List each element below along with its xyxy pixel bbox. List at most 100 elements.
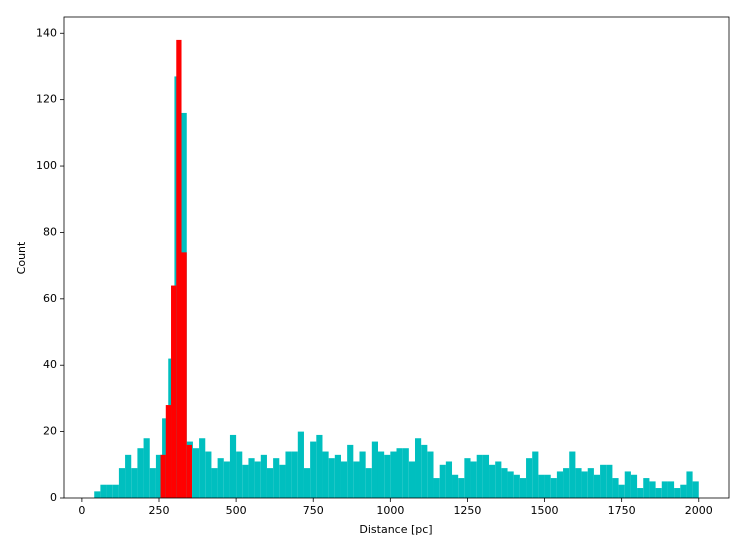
- x-tick-label: 750: [303, 504, 324, 517]
- histogram-bar: [476, 454, 483, 498]
- x-tick-label: 0: [78, 504, 85, 517]
- histogram-bar: [624, 471, 631, 498]
- histogram-bar: [171, 285, 177, 498]
- histogram-bar: [353, 461, 360, 498]
- histogram-bar: [143, 438, 150, 498]
- histogram-bar: [192, 448, 200, 498]
- histogram-bar: [421, 444, 428, 498]
- histogram-bar: [279, 464, 286, 498]
- histogram-bar: [131, 468, 138, 498]
- histogram-bar: [569, 451, 576, 498]
- x-tick-label: 2000: [685, 504, 713, 517]
- x-tick-label: 1000: [376, 504, 404, 517]
- histogram-bar: [112, 484, 119, 498]
- y-tick-label: 140: [36, 26, 57, 39]
- histogram-bar: [513, 474, 520, 498]
- histogram-bar: [149, 468, 156, 498]
- histogram-bar: [575, 468, 582, 498]
- histogram-bar: [618, 484, 625, 498]
- histogram-bar: [396, 448, 403, 498]
- histogram-bar: [242, 464, 249, 498]
- histogram-bar: [223, 461, 230, 498]
- histogram-bar: [186, 444, 193, 498]
- histogram-bar: [310, 441, 317, 498]
- histogram-bar: [452, 474, 459, 498]
- x-axis-label: Distance [pc]: [359, 523, 432, 536]
- histogram-bar: [165, 405, 172, 498]
- histogram-bar: [254, 461, 261, 498]
- histogram-bar: [347, 444, 354, 498]
- x-tick-label: 1500: [531, 504, 559, 517]
- x-tick-label: 1250: [453, 504, 481, 517]
- histogram-bar: [661, 481, 668, 498]
- histogram-bar: [322, 451, 329, 498]
- histogram-bar: [217, 458, 224, 498]
- histogram-bar: [637, 488, 644, 498]
- histogram-bar: [340, 461, 348, 498]
- x-tick-label: 1750: [608, 504, 636, 517]
- histogram-bar: [526, 458, 533, 498]
- histogram-bar: [205, 451, 212, 498]
- histogram-bar: [686, 471, 693, 498]
- histogram-bar: [464, 458, 471, 498]
- histogram-bar: [365, 468, 372, 498]
- histogram-bar: [248, 458, 255, 498]
- histogram-bar: [563, 468, 570, 498]
- histogram-bar: [236, 451, 243, 498]
- histogram-bar: [482, 454, 490, 498]
- histogram-bar: [291, 451, 298, 498]
- histogram-bar: [600, 464, 607, 498]
- histogram-bar: [285, 451, 292, 498]
- histogram-bar: [544, 474, 551, 498]
- histogram-bar: [532, 451, 539, 498]
- histogram-bar: [316, 434, 323, 498]
- histogram-bar: [674, 488, 681, 498]
- histogram-bar: [181, 252, 187, 498]
- histogram-bar: [303, 468, 311, 498]
- histogram-bar: [458, 478, 465, 498]
- histogram-bar: [667, 481, 675, 498]
- histogram-bar: [137, 448, 144, 498]
- x-tick-label: 250: [149, 504, 170, 517]
- y-tick-label: 60: [43, 292, 57, 305]
- histogram-bar: [581, 471, 588, 498]
- histogram-bar: [297, 431, 304, 498]
- histogram-bar: [94, 491, 101, 498]
- histogram-bar: [427, 451, 434, 498]
- histogram-bar: [390, 451, 397, 498]
- histogram-bar: [433, 478, 440, 498]
- histogram-bar: [439, 464, 446, 498]
- histogram-bar: [612, 478, 619, 498]
- histogram-bar: [125, 454, 132, 498]
- histogram-bar: [556, 471, 564, 498]
- histogram-bar: [160, 454, 166, 498]
- histogram-bar: [680, 484, 687, 498]
- histogram-bar: [118, 468, 126, 498]
- histogram-bar: [408, 461, 416, 498]
- histogram-bar: [229, 434, 237, 498]
- x-tick-label: 500: [226, 504, 247, 517]
- y-axis-label: Count: [15, 241, 28, 274]
- histogram-bar: [377, 451, 385, 498]
- histogram-bar: [266, 468, 274, 498]
- histogram-bar: [495, 461, 502, 498]
- histogram-bar: [100, 484, 107, 498]
- histogram-bar: [260, 454, 267, 498]
- histogram-bar: [507, 471, 514, 498]
- y-tick-label: 80: [43, 225, 57, 238]
- histogram-bar: [593, 474, 601, 498]
- histogram-bar: [489, 464, 496, 498]
- histogram-bar: [643, 478, 650, 498]
- plot-frame: [63, 16, 730, 499]
- histogram-bar: [211, 468, 218, 498]
- histogram-bar: [328, 458, 335, 498]
- histogram-bar: [155, 454, 163, 498]
- histogram-bar: [606, 464, 613, 498]
- histogram-bar: [384, 454, 391, 498]
- histogram-bar: [519, 478, 527, 498]
- histogram-bar: [630, 474, 638, 498]
- histogram-bar: [415, 438, 422, 498]
- histogram-bar: [334, 454, 341, 498]
